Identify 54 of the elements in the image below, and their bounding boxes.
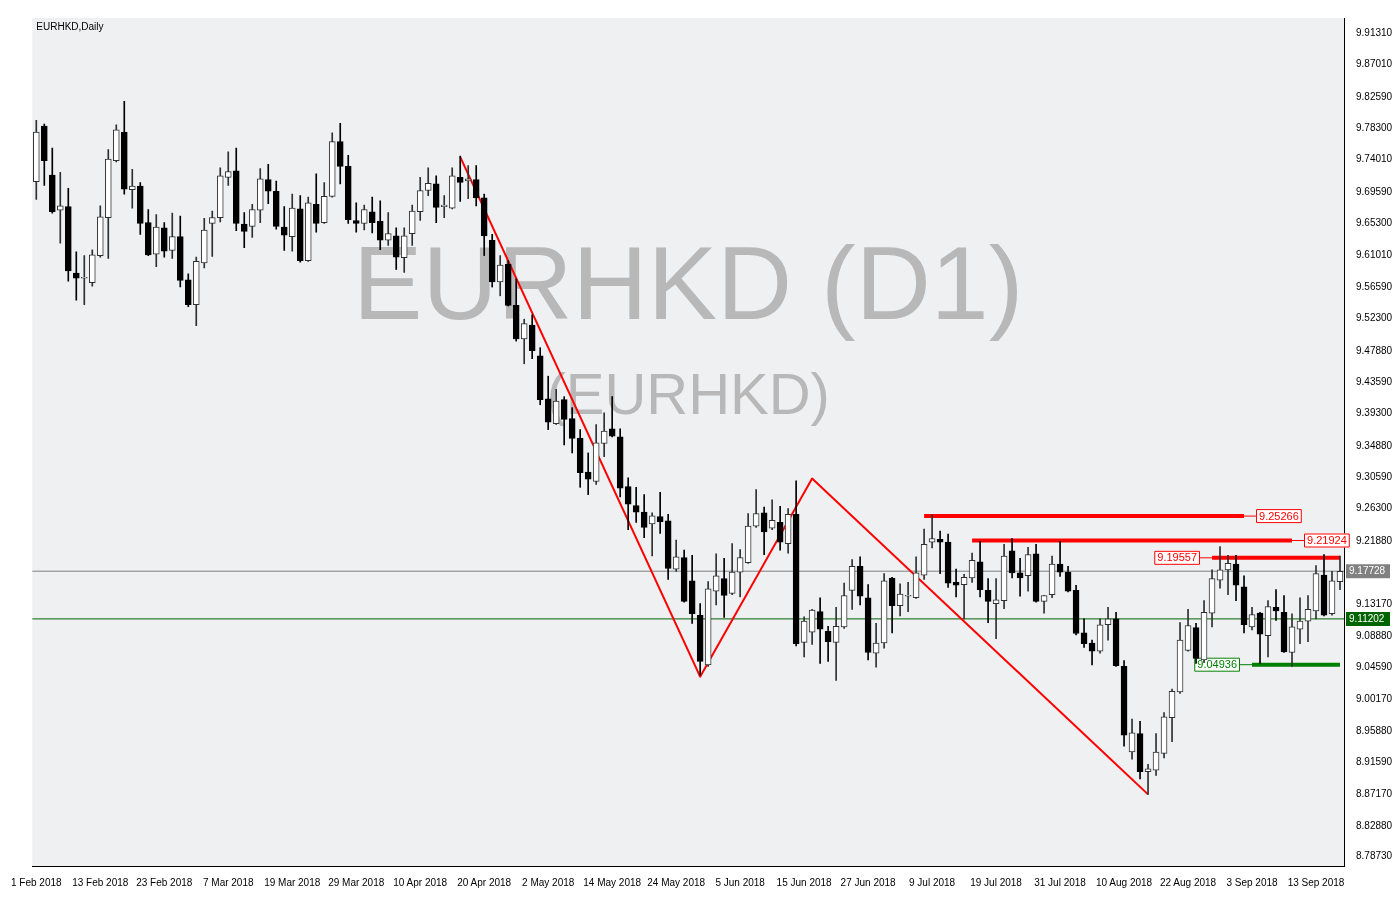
y-tick-label: 9.34880	[1356, 439, 1393, 451]
x-tick-label: 3 Sep 2018	[1226, 876, 1279, 888]
x-tick-label: 2 May 2018	[522, 876, 575, 888]
x-tick-label: 22 Aug 2018	[1159, 876, 1217, 888]
x-tick-label: 29 Mar 2018	[328, 876, 385, 888]
x-tick-label: 7 Mar 2018	[202, 876, 254, 888]
x-tick-label: 27 Jun 2018	[840, 876, 897, 888]
x-tick-label: 10 Aug 2018	[1095, 876, 1153, 888]
x-tick-label: 10 Apr 2018	[393, 876, 448, 888]
y-tick-label: 9.08880	[1356, 629, 1393, 641]
x-tick-label: 13 Feb 2018	[72, 876, 129, 888]
y-tick-label: 9.52300	[1356, 312, 1393, 324]
chart-title: EURHKD,Daily	[36, 20, 104, 32]
y-tick-label: 9.74010	[1356, 153, 1393, 165]
y-tick-label: 8.82880	[1356, 819, 1393, 831]
y-tick-label: 8.87170	[1356, 788, 1393, 800]
y-tick-label: 8.78730	[1356, 850, 1393, 862]
y-tick-label: 9.69590	[1356, 185, 1393, 197]
x-tick-label: 31 Jul 2018	[1034, 876, 1087, 888]
y-tick-label: 9.56590	[1356, 280, 1393, 292]
y-tick-label: 9.13170	[1356, 598, 1393, 610]
y-tick-label: 9.43590	[1356, 375, 1393, 387]
y-tick-label: 9.78300	[1356, 122, 1393, 134]
y-tick-label: 9.82590	[1356, 90, 1393, 102]
ref-line-label: 9.11202	[1349, 613, 1385, 625]
data-label: 9.04936	[1197, 658, 1238, 671]
y-tick-label: 8.91590	[1356, 756, 1393, 768]
y-tick-label: 9.00170	[1356, 693, 1393, 705]
x-tick-label: 19 Mar 2018	[264, 876, 321, 888]
y-tick-label: 9.26300	[1356, 502, 1393, 514]
y-tick-label: 9.47880	[1356, 344, 1393, 356]
y-tick-label: 9.61010	[1356, 248, 1393, 260]
y-tick-label: 9.30590	[1356, 470, 1393, 482]
x-tick-label: 15 Jun 2018	[776, 876, 833, 888]
data-label: 9.25266	[1259, 509, 1299, 522]
y-tick-label: 9.04590	[1356, 660, 1393, 672]
y-tick-label: 9.39300	[1356, 407, 1393, 419]
x-tick-label: 20 Apr 2018	[457, 876, 512, 888]
data-label: 9.21924	[1307, 534, 1347, 547]
y-tick-label: 9.87010	[1356, 58, 1393, 70]
x-tick-label: 19 Jul 2018	[970, 876, 1023, 888]
x-tick-label: 14 May 2018	[583, 876, 642, 888]
x-tick-label: 5 Jun 2018	[715, 876, 766, 888]
x-tick-label: 1 Feb 2018	[10, 876, 63, 888]
y-tick-label: 9.65300	[1356, 217, 1393, 229]
x-tick-label: 9 Jul 2018	[909, 876, 956, 888]
x-tick-label: 13 Sep 2018	[1287, 876, 1345, 888]
data-label: 9.19557	[1157, 551, 1198, 564]
y-tick-label: 8.95880	[1356, 724, 1393, 736]
x-tick-label: 23 Feb 2018	[136, 876, 193, 888]
y-tick-label: 9.91310	[1356, 27, 1393, 39]
y-tick-label: 9.21880	[1356, 534, 1393, 546]
x-tick-label: 24 May 2018	[647, 876, 706, 888]
ref-line-label: 9.17728	[1349, 565, 1386, 577]
